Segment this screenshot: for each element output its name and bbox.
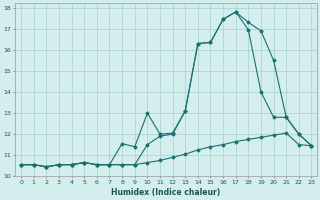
X-axis label: Humidex (Indice chaleur): Humidex (Indice chaleur) <box>111 188 220 197</box>
